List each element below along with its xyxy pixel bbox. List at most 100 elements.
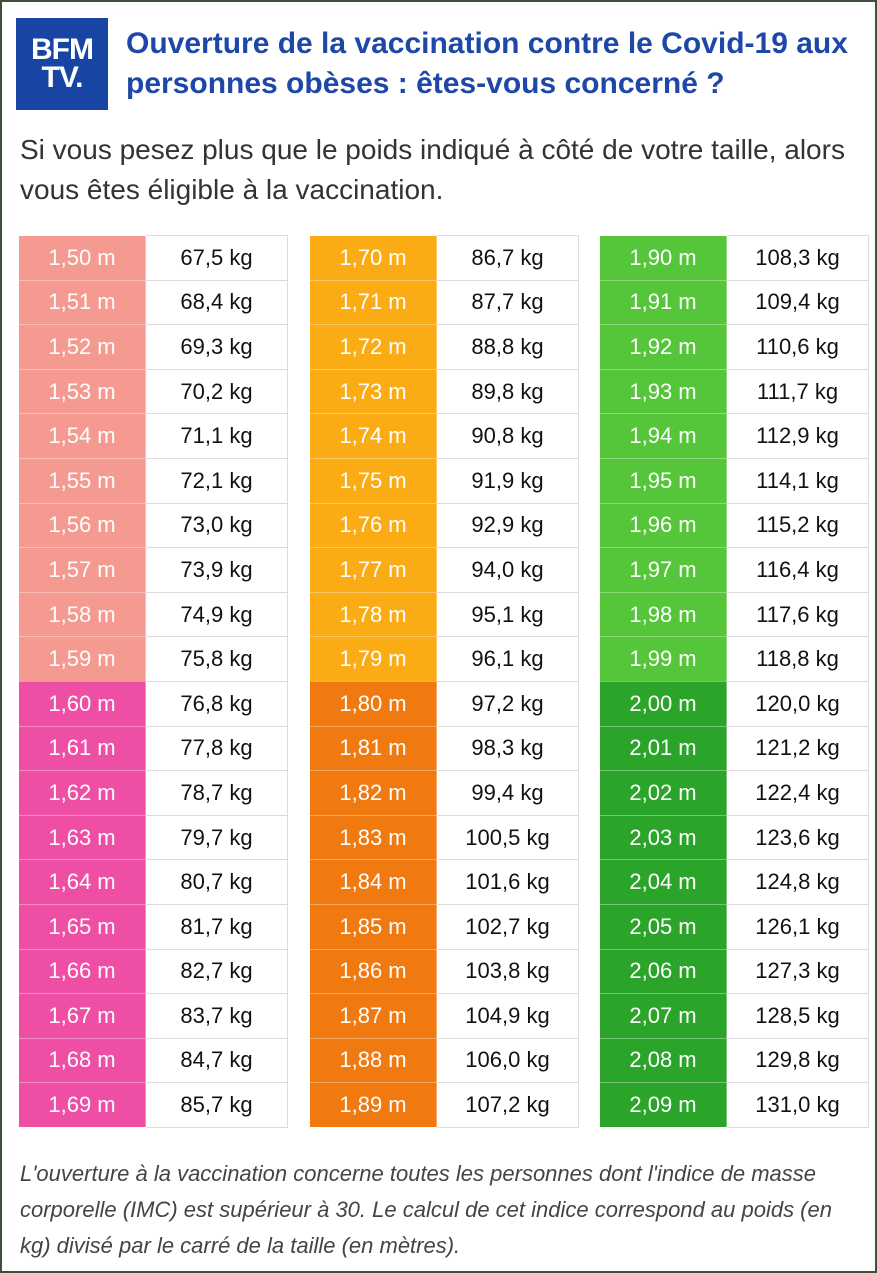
weight-cell: 107,2 kg [436, 1082, 579, 1128]
table-row: 1,86 m 103,8 kg [309, 948, 579, 995]
height-cell: 1,75 m [309, 457, 437, 504]
table-row: 1,70 m 86,7 kg [309, 235, 579, 281]
height-cell: 2,05 m [599, 903, 727, 950]
weight-cell: 99,4 kg [436, 770, 579, 816]
table-row: 1,74 m 90,8 kg [309, 413, 579, 459]
height-cell: 1,89 m [309, 1082, 437, 1128]
height-cell: 1,91 m [599, 279, 727, 326]
table-row: 1,63 m 79,7 kg [18, 814, 288, 861]
height-cell: 1,74 m [309, 413, 437, 459]
height-cell: 2,03 m [599, 814, 727, 861]
weight-cell: 115,2 kg [726, 502, 869, 549]
logo-line-1: BFM [31, 33, 94, 66]
weight-cell: 84,7 kg [145, 1037, 288, 1084]
table-row: 1,72 m 88,8 kg [309, 324, 579, 370]
weight-cell: 97,2 kg [436, 680, 579, 727]
height-cell: 1,80 m [309, 680, 437, 727]
weight-cell: 81,7 kg [145, 903, 288, 950]
weight-cell: 127,3 kg [726, 948, 869, 995]
table-row: 1,78 m 95,1 kg [309, 591, 579, 638]
weight-cell: 109,4 kg [726, 279, 869, 326]
table-row: 1,58 m 74,9 kg [18, 591, 288, 638]
weight-cell: 89,8 kg [436, 368, 579, 415]
table-row: 1,69 m 85,7 kg [18, 1082, 288, 1128]
height-cell: 1,93 m [599, 368, 727, 415]
height-cell: 1,66 m [18, 948, 146, 995]
weight-cell: 124,8 kg [726, 859, 869, 905]
height-cell: 1,71 m [309, 279, 437, 326]
height-cell: 1,56 m [18, 502, 146, 549]
table-row: 2,07 m 128,5 kg [599, 993, 869, 1039]
table-row: 1,97 m 116,4 kg [599, 547, 869, 593]
weight-cell: 128,5 kg [726, 993, 869, 1039]
table-row: 2,01 m 121,2 kg [599, 725, 869, 772]
weight-cell: 85,7 kg [145, 1082, 288, 1128]
height-cell: 1,55 m [18, 457, 146, 504]
table-row: 1,55 m 72,1 kg [18, 457, 288, 504]
weight-cell: 98,3 kg [436, 725, 579, 772]
weight-cell: 95,1 kg [436, 591, 579, 638]
weight-cell: 72,1 kg [145, 457, 288, 504]
height-cell: 1,64 m [18, 859, 146, 905]
height-cell: 2,04 m [599, 859, 727, 905]
weight-cell: 71,1 kg [145, 413, 288, 459]
weight-cell: 87,7 kg [436, 279, 579, 326]
height-cell: 1,82 m [309, 770, 437, 816]
weight-cell: 92,9 kg [436, 502, 579, 549]
height-cell: 2,09 m [599, 1082, 727, 1128]
weight-cell: 73,0 kg [145, 502, 288, 549]
table-row: 1,93 m 111,7 kg [599, 368, 869, 415]
table-row: 2,09 m 131,0 kg [599, 1082, 869, 1128]
table-row: 1,80 m 97,2 kg [309, 680, 579, 727]
table-row: 1,95 m 114,1 kg [599, 457, 869, 504]
height-cell: 1,65 m [18, 903, 146, 950]
weight-cell: 74,9 kg [145, 591, 288, 638]
page-title: Ouverture de la vaccination contre le Co… [126, 27, 848, 100]
table-row: 1,87 m 104,9 kg [309, 993, 579, 1039]
height-weight-tables: 1,50 m 67,5 kg 1,51 m 68,4 kg 1,52 m 69,3 kg 1… [18, 235, 870, 1130]
weight-cell: 103,8 kg [436, 948, 579, 995]
table-column-2: 1,70 m 86,7 kg 1,71 m 87,7 kg 1,72 m 88,8 kg 1… [309, 235, 579, 1128]
table-row: 1,99 m 118,8 kg [599, 636, 869, 682]
table-row: 2,03 m 123,6 kg [599, 814, 869, 861]
weight-cell: 108,3 kg [726, 235, 869, 281]
weight-cell: 117,6 kg [726, 591, 869, 638]
table-row: 1,53 m 70,2 kg [18, 368, 288, 415]
height-cell: 1,72 m [309, 324, 437, 370]
weight-cell: 120,0 kg [726, 680, 869, 727]
weight-cell: 121,2 kg [726, 725, 869, 772]
table-row: 1,71 m 87,7 kg [309, 279, 579, 326]
table-row: 1,54 m 71,1 kg [18, 413, 288, 459]
table-row: 1,94 m 112,9 kg [599, 413, 869, 459]
table-row: 2,02 m 122,4 kg [599, 770, 869, 816]
height-cell: 2,00 m [599, 680, 727, 727]
weight-cell: 116,4 kg [726, 547, 869, 593]
weight-cell: 122,4 kg [726, 770, 869, 816]
weight-cell: 118,8 kg [726, 636, 869, 682]
subtitle: Si vous pesez plus que le poids indiqué … [20, 134, 845, 205]
weight-cell: 114,1 kg [726, 457, 869, 504]
weight-cell: 110,6 kg [726, 324, 869, 370]
weight-cell: 111,7 kg [726, 368, 869, 415]
height-cell: 1,53 m [18, 368, 146, 415]
weight-cell: 82,7 kg [145, 948, 288, 995]
height-cell: 1,73 m [309, 368, 437, 415]
table-row: 1,91 m 109,4 kg [599, 279, 869, 326]
weight-cell: 75,8 kg [145, 636, 288, 682]
height-cell: 2,07 m [599, 993, 727, 1039]
weight-cell: 129,8 kg [726, 1037, 869, 1084]
height-cell: 1,78 m [309, 591, 437, 638]
table-row: 1,96 m 115,2 kg [599, 502, 869, 549]
table-row: 1,61 m 77,8 kg [18, 725, 288, 772]
weight-cell: 94,0 kg [436, 547, 579, 593]
weight-cell: 67,5 kg [145, 235, 288, 281]
height-cell: 2,01 m [599, 725, 727, 772]
height-cell: 1,98 m [599, 591, 727, 638]
weight-cell: 68,4 kg [145, 279, 288, 326]
table-row: 1,64 m 80,7 kg [18, 859, 288, 905]
height-cell: 1,50 m [18, 235, 146, 281]
table-row: 1,56 m 73,0 kg [18, 502, 288, 549]
weight-cell: 104,9 kg [436, 993, 579, 1039]
height-cell: 1,60 m [18, 680, 146, 727]
